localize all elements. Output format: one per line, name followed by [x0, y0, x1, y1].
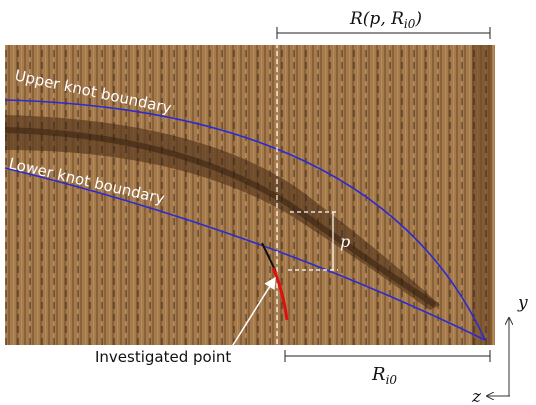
- lower-boundary: [4, 167, 486, 341]
- p-label: p: [340, 232, 350, 251]
- red-line: [271, 267, 289, 321]
- bottom-dimension-label: Ri0: [371, 364, 397, 387]
- text: i0: [404, 17, 416, 31]
- bottom-dimension: [284, 350, 491, 362]
- text: ): [414, 9, 422, 29]
- y-axis-label: y: [517, 293, 528, 313]
- z-axis-label: z: [471, 387, 482, 405]
- text: i0: [386, 373, 398, 387]
- text: R(p, R: [349, 9, 404, 29]
- pointer-arrow: [227, 276, 276, 354]
- text: R: [371, 364, 386, 385]
- upper-boundary: [4, 99, 486, 341]
- point-label: Investigated point: [95, 348, 231, 366]
- top-dimension-label: R(p, Ri0): [349, 9, 422, 31]
- top-dimension: [276, 27, 491, 39]
- wood-image: [4, 45, 495, 345]
- black-line: [261, 242, 277, 273]
